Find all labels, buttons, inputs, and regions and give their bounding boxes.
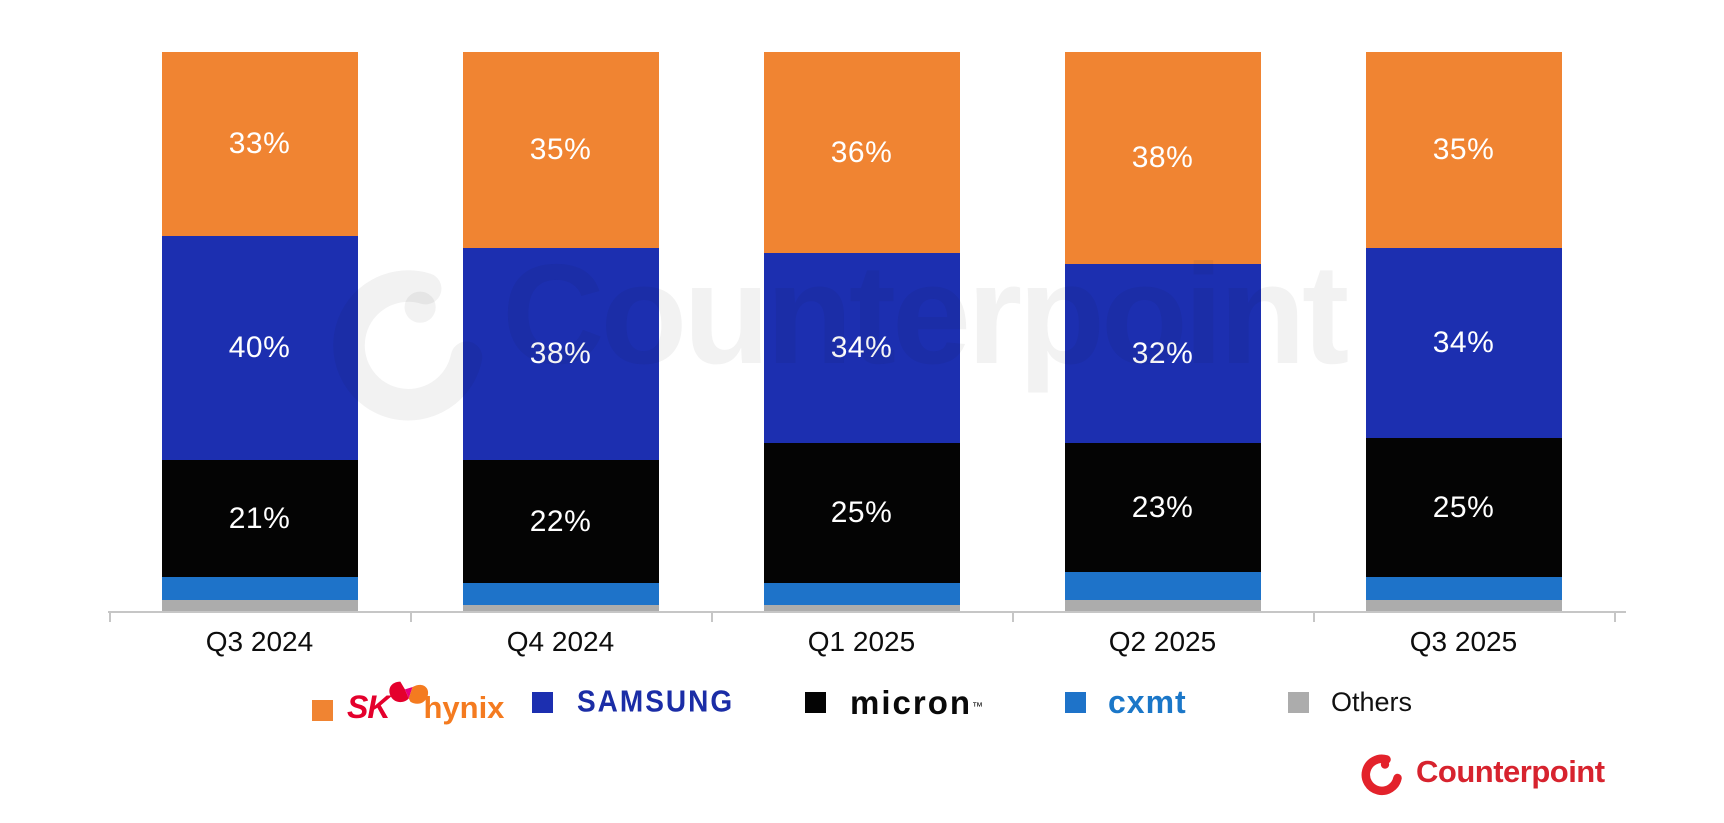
bar-segment-others-q4-2024 <box>462 605 659 611</box>
x-axis-tick <box>109 612 111 622</box>
x-axis-tick <box>711 612 713 622</box>
segment-value-label: 35% <box>1432 132 1495 166</box>
bar-segment-others-q3-2024 <box>161 599 358 611</box>
bar-segment-cxmt-q3-2024 <box>161 577 358 600</box>
bar-segment-cxmt-q4-2024 <box>462 583 659 606</box>
cxmt-logo: cxmt <box>1108 684 1187 720</box>
stacked-bar-q4-2024: 35% 38% 22% <box>462 52 659 611</box>
x-axis-label-q1-2025: Q1 2025 <box>807 626 916 657</box>
bar-segment-others-q1-2025 <box>763 605 960 611</box>
bar-segment-micron-q3-2024: 21% <box>161 460 358 578</box>
bar-segment-sk-hynix-q2-2025: 38% <box>1064 52 1261 265</box>
x-axis-label-q3-2025: Q3 2025 <box>1409 626 1518 657</box>
x-axis-tick <box>1313 612 1315 622</box>
segment-value-label: 36% <box>830 135 893 169</box>
x-axis-label-q3-2024: Q3 2024 <box>205 626 314 657</box>
stacked-bar-q1-2025: 36% 34% 25% <box>763 52 960 611</box>
x-axis-tick <box>410 612 412 622</box>
legend-item-samsung: SAMSUNG <box>532 684 735 719</box>
x-axis-tick <box>1614 612 1616 622</box>
bar-segment-sk-hynix-q1-2025: 36% <box>763 52 960 254</box>
legend-item-cxmt: cxmt <box>1065 684 1187 720</box>
bar-segment-sk-hynix-q3-2024: 33% <box>161 52 358 237</box>
bar-segment-samsung-q1-2025: 34% <box>763 253 960 444</box>
legend-swatch-others <box>1288 691 1309 713</box>
samsung-logo: SAMSUNG <box>577 684 735 719</box>
segment-value-label: 21% <box>228 501 291 535</box>
x-axis-line <box>108 611 1626 613</box>
segment-value-label: 25% <box>830 496 893 530</box>
counterpoint-logo-icon <box>1361 754 1402 796</box>
x-axis-tick <box>1012 612 1014 622</box>
bar-segment-others-q2-2025 <box>1064 599 1261 611</box>
segment-value-label: 33% <box>228 127 291 161</box>
x-axis-label-q2-2025: Q2 2025 <box>1108 626 1217 657</box>
bar-segment-samsung-q4-2024: 38% <box>462 247 659 461</box>
bar-segment-samsung-q3-2025: 34% <box>1365 247 1562 438</box>
bar-segment-cxmt-q3-2025 <box>1365 577 1562 600</box>
micron-logo: micron™ <box>850 683 986 721</box>
bar-segment-micron-q2-2025: 23% <box>1064 443 1261 572</box>
stacked-bar-q3-2024: 33% 40% 21% <box>161 52 358 611</box>
sk-hynix-butterfly-icon <box>389 681 429 704</box>
bar-segment-micron-q4-2024: 22% <box>462 460 659 584</box>
bar-segment-micron-q1-2025: 25% <box>763 443 960 584</box>
segment-value-label: 22% <box>529 504 592 538</box>
sk-hynix-logo-hynix: hynix <box>423 690 505 725</box>
segment-value-label: 25% <box>1432 490 1495 524</box>
segment-value-label: 40% <box>228 331 291 365</box>
counterpoint-logo: Counterpoint <box>1358 748 1605 796</box>
x-axis-label-q4-2024: Q4 2024 <box>506 626 615 657</box>
legend-label-others: Others <box>1331 686 1413 717</box>
segment-value-label: 38% <box>529 336 592 370</box>
bar-segment-sk-hynix-q4-2024: 35% <box>462 52 659 248</box>
micron-trademark: ™ <box>972 700 986 713</box>
legend-swatch-sk-hynix <box>312 699 333 721</box>
sk-hynix-logo: SK hynix <box>347 675 504 723</box>
bar-segment-samsung-q3-2024: 40% <box>161 236 358 461</box>
bar-segment-micron-q3-2025: 25% <box>1365 437 1562 578</box>
segment-value-label: 34% <box>1432 325 1495 359</box>
segment-value-label: 34% <box>830 331 893 365</box>
segment-value-label: 32% <box>1131 336 1194 370</box>
legend-item-others: Others <box>1288 686 1412 718</box>
bar-segment-sk-hynix-q3-2025: 35% <box>1365 52 1562 248</box>
legend-swatch-micron <box>805 691 826 713</box>
bar-segment-cxmt-q2-2025 <box>1064 571 1261 600</box>
segment-value-label: 35% <box>529 132 592 166</box>
legend-item-sk-hynix: SK hynix <box>312 675 504 723</box>
legend-swatch-samsung <box>532 691 553 713</box>
bar-segment-samsung-q2-2025: 32% <box>1064 264 1261 444</box>
counterpoint-logo-text: Counterpoint <box>1416 754 1605 789</box>
sk-hynix-logo-sk: SK <box>347 689 390 725</box>
stacked-bar-q3-2025: 35% 34% 25% <box>1365 52 1562 611</box>
segment-value-label: 23% <box>1131 490 1194 524</box>
bar-segment-cxmt-q1-2025 <box>763 583 960 606</box>
bar-segment-others-q3-2025 <box>1365 599 1562 611</box>
legend-item-micron: micron™ <box>805 684 985 720</box>
stacked-bar-q2-2025: 38% 32% 23% <box>1064 52 1261 611</box>
segment-value-label: 38% <box>1131 141 1194 175</box>
legend-swatch-cxmt <box>1065 691 1086 713</box>
